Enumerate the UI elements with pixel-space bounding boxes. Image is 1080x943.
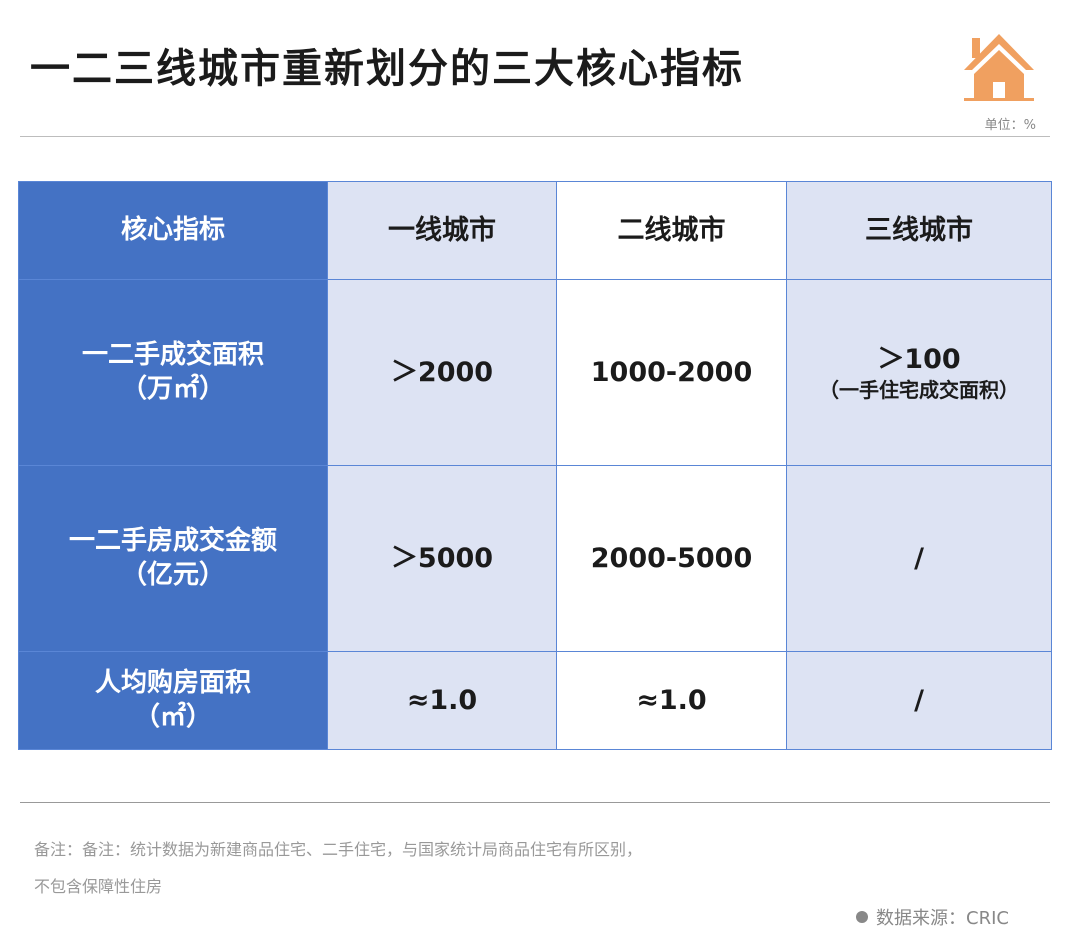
footnote-line1: 备注：备注：统计数据为新建商品住宅、二手住宅，与国家统计局商品住宅有所区别， — [34, 840, 643, 859]
unit-label: 单位：% — [984, 118, 1036, 133]
divider-bottom — [20, 802, 1050, 803]
table-row: 一二手房成交金额 （亿元） ＞5000 2000-5000 / — [18, 465, 1052, 652]
cell-tier2: 1000-2000 — [556, 279, 787, 466]
cell-tier1: ＞2000 — [327, 279, 557, 466]
cell-tier2: 2000-5000 — [556, 465, 787, 652]
row-label-text: 一二手成交面积 — [81, 339, 264, 370]
row-label-text: 人均购房面积 — [94, 667, 251, 698]
cell-tier3: / — [786, 465, 1052, 652]
header-indicator: 核心指标 — [18, 181, 328, 280]
row-label-unit: （㎡） — [133, 701, 212, 732]
data-source-text: 数据来源：CRIC — [876, 908, 1009, 929]
table-row: 一二手成交面积 （万㎡） ＞2000 1000-2000 ＞100 （一手住宅成交面… — [18, 279, 1052, 466]
data-source: 数据来源：CRIC — [856, 904, 1009, 930]
header-tier2: 二线城市 — [556, 181, 787, 280]
row-label: 一二手成交面积 （万㎡） — [18, 279, 328, 466]
divider-top — [20, 136, 1050, 137]
row-label-text: 一二手房成交金额 — [68, 525, 277, 556]
cell-tier1: ＞5000 — [327, 465, 557, 652]
cell-tier1: ≈1.0 — [327, 651, 557, 750]
cell-tier3: ＞100 （一手住宅成交面积） — [786, 279, 1052, 466]
cell-tier3-value: ＞100 — [877, 343, 961, 375]
row-label-unit: （亿元） — [120, 559, 225, 590]
bullet-icon — [856, 911, 868, 923]
page-title: 一二三线城市重新划分的三大核心指标 — [30, 46, 744, 92]
cell-tier3-note: （一手住宅成交面积） — [819, 378, 1019, 403]
cell-tier3: / — [786, 651, 1052, 750]
footnote-line2: 不包含保障性住房 — [34, 877, 163, 896]
header-tier3: 三线城市 — [786, 181, 1052, 280]
row-label: 一二手房成交金额 （亿元） — [18, 465, 328, 652]
indicator-table: 核心指标 一线城市 二线城市 三线城市 一二手成交面积 （万㎡） ＞2000 10… — [18, 181, 1052, 750]
table-header-row: 核心指标 一线城市 二线城市 三线城市 — [18, 181, 1052, 280]
cell-tier2: ≈1.0 — [556, 651, 787, 750]
row-label-unit: （万㎡） — [120, 373, 225, 404]
house-icon — [964, 34, 1034, 101]
table-row: 人均购房面积 （㎡） ≈1.0 ≈1.0 / — [18, 651, 1052, 750]
row-label: 人均购房面积 （㎡） — [18, 651, 328, 750]
header-tier1: 一线城市 — [327, 181, 557, 280]
